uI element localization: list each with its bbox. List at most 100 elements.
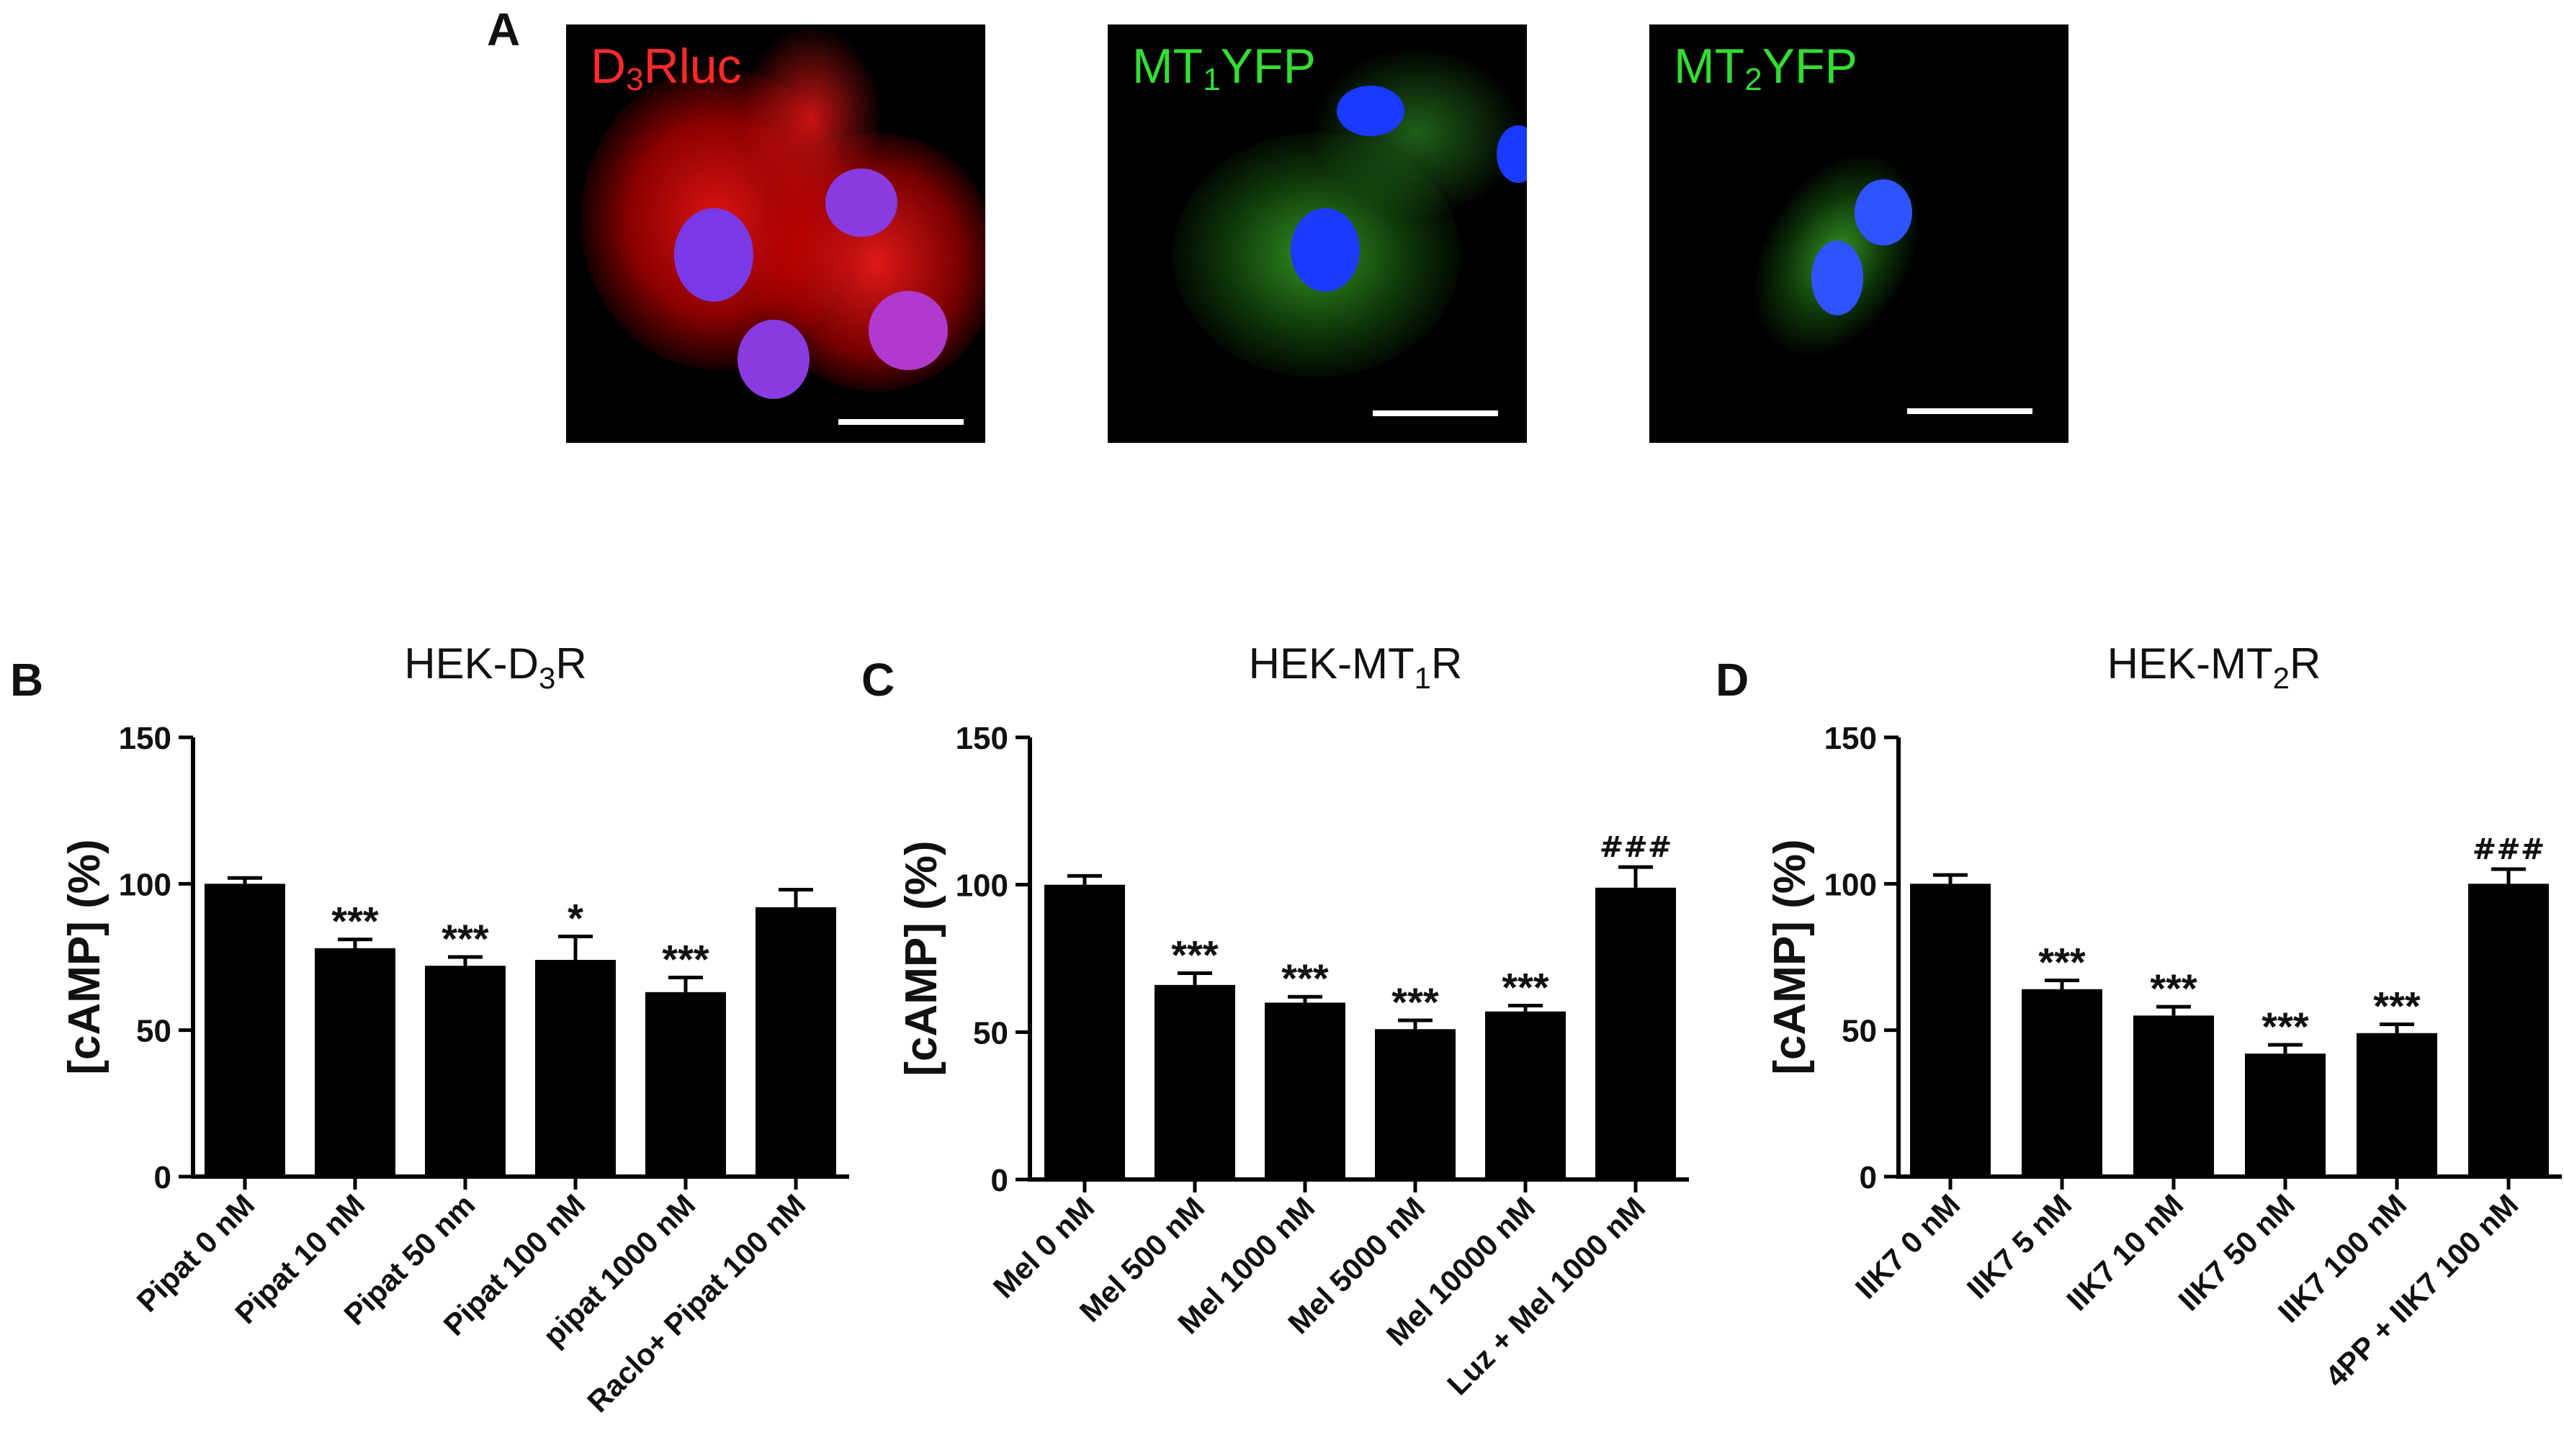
nucleus <box>1811 241 1863 315</box>
bar <box>2133 1015 2214 1177</box>
panel-letter: C <box>861 654 895 706</box>
bar <box>1265 1002 1345 1179</box>
category-label: IIK7 0 nM <box>1849 1187 1967 1306</box>
y-tick-label: 0 <box>1860 1160 1877 1195</box>
chart-title-tail: R <box>1431 639 1462 688</box>
micro-label-main: D <box>591 39 627 94</box>
y-axis-label: [cAMP] (%) <box>897 840 946 1076</box>
bar <box>1910 884 1991 1177</box>
bar <box>315 948 395 1177</box>
bar <box>1155 984 1235 1179</box>
micro-label-d3rluc: D3Rluc <box>591 42 742 96</box>
significance-label: *** <box>2150 966 2197 1011</box>
panel-letter: D <box>1716 654 1749 706</box>
significance-label: *** <box>662 936 709 981</box>
nucleus <box>738 320 810 399</box>
category-label: IIK7 10 nM <box>2060 1187 2189 1317</box>
nucleus <box>825 168 897 237</box>
significance-label: *** <box>441 916 489 961</box>
micro-label-tail: YFP <box>1220 39 1316 94</box>
significance-label: ### <box>2473 832 2545 866</box>
significance-label: *** <box>1391 979 1439 1025</box>
y-tick-label: 150 <box>956 721 1008 756</box>
scale-bar <box>838 419 964 425</box>
micrograph-mt2yfp: MT2YFP <box>1649 24 2068 443</box>
bar <box>1375 1029 1456 1179</box>
bar <box>756 907 836 1177</box>
bar <box>1044 884 1125 1179</box>
nucleus <box>1497 125 1527 183</box>
y-axis-label: [cAMP] (%) <box>1765 839 1815 1074</box>
panel-letter-a: A <box>487 4 521 55</box>
micro-label-sub: 2 <box>1744 62 1762 97</box>
bar <box>2245 1053 2326 1177</box>
panel-letter: B <box>10 654 43 706</box>
nucleus <box>869 291 948 370</box>
chart-title: HEK-MT1R <box>1249 639 1463 695</box>
chart-title-main: HEK-MT <box>1249 639 1415 688</box>
micrograph-mt1yfp: MT1YFP <box>1108 24 1527 443</box>
nucleus <box>1337 86 1404 136</box>
y-tick-label: 50 <box>973 1015 1008 1051</box>
nucleus <box>674 208 753 302</box>
chart-title-sub: 3 <box>539 661 555 695</box>
y-tick-label: 100 <box>119 867 171 902</box>
micro-label-sub: 1 <box>1203 62 1221 97</box>
significance-label: *** <box>2373 984 2421 1029</box>
chart-title: HEK-D3R <box>404 639 586 695</box>
y-tick-label: 150 <box>1824 721 1877 756</box>
scale-bar <box>1373 410 1498 416</box>
micro-label-mt2yfp: MT2YFP <box>1674 42 1857 96</box>
scale-bar <box>1907 408 2032 414</box>
nucleus <box>1855 179 1912 246</box>
category-label: Mel 0 nM <box>987 1190 1101 1305</box>
chart-title-sub: 1 <box>1415 661 1431 695</box>
micro-label-main: MT <box>1674 39 1745 94</box>
micro-label-tail: YFP <box>1762 39 1857 94</box>
chart-title-main: HEK-D <box>404 639 539 688</box>
category-label: IIK7 5 nM <box>1960 1187 2079 1306</box>
bar <box>645 992 726 1177</box>
significance-label: *** <box>331 899 379 944</box>
chart-title-tail: R <box>555 639 586 688</box>
category-label: Luz + Mel 1000 nM <box>1440 1190 1651 1401</box>
y-tick-label: 0 <box>991 1163 1008 1198</box>
chart-panel-d: D HEK-MT2R [cAMP] (%) 0 50 100 150 IIK7 0 nM ***… <box>1716 639 2562 1393</box>
significance-label: *** <box>1502 964 1549 1010</box>
bar <box>535 960 616 1177</box>
chart-title-tail: R <box>2290 639 2321 688</box>
bar <box>1485 1011 1566 1179</box>
bar <box>205 884 285 1177</box>
micro-label-mt1yfp: MT1YFP <box>1132 42 1316 96</box>
nucleus <box>1291 208 1360 292</box>
micro-label-sub: 3 <box>626 62 644 97</box>
significance-label: *** <box>1171 932 1219 977</box>
significance-label: ### <box>1600 830 1672 864</box>
y-tick-label: 50 <box>1842 1014 1877 1049</box>
bar <box>425 966 506 1177</box>
category-label: 4PP + IIK7 100 nM <box>2318 1187 2524 1393</box>
chart-title-sub: 2 <box>2273 661 2290 695</box>
micro-label-tail: Rluc <box>643 39 742 94</box>
micro-label-main: MT <box>1132 39 1203 94</box>
micrograph-d3rluc: D3Rluc <box>566 24 985 443</box>
significance-label: *** <box>1281 956 1329 1001</box>
category-label: Raclo+ Pipat 100 nM <box>581 1187 812 1419</box>
y-tick-label: 150 <box>119 721 171 756</box>
bar <box>1595 887 1676 1179</box>
bar <box>2468 884 2549 1177</box>
significance-label: *** <box>2262 1004 2309 1049</box>
chart-title: HEK-MT2R <box>2107 639 2321 695</box>
significance-label: * <box>568 896 583 941</box>
bar <box>2357 1033 2437 1177</box>
y-tick-label: 50 <box>136 1014 171 1049</box>
chart-title-main: HEK-MT <box>2107 639 2273 688</box>
cell-body <box>1309 46 1525 219</box>
y-tick-label: 0 <box>154 1160 171 1195</box>
y-tick-label: 100 <box>956 868 1008 904</box>
y-axis-label: [cAMP] (%) <box>60 839 109 1074</box>
bar <box>2022 989 2102 1177</box>
